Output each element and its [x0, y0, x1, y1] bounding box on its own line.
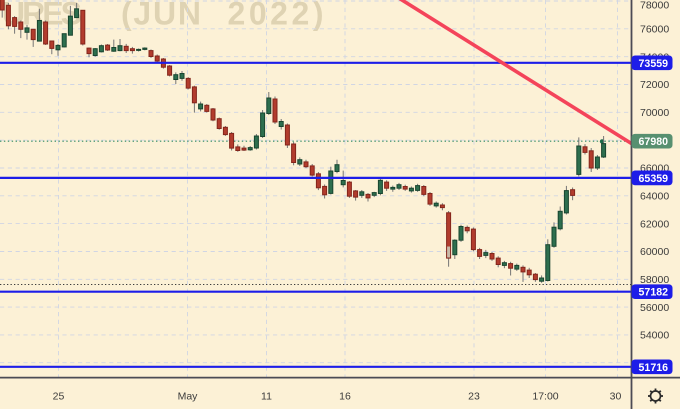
svg-text:73559: 73559 — [639, 58, 669, 70]
svg-text:56000: 56000 — [640, 302, 669, 314]
svg-text:51716: 51716 — [639, 362, 669, 374]
svg-text:67980: 67980 — [639, 136, 669, 148]
svg-text:57182: 57182 — [639, 287, 669, 299]
svg-text:54000: 54000 — [640, 330, 669, 342]
svg-text:65359: 65359 — [639, 173, 669, 185]
svg-text:23: 23 — [468, 391, 480, 403]
svg-text:30: 30 — [610, 391, 622, 403]
svg-text:(JUN: (JUN — [121, 0, 201, 32]
svg-text:70000: 70000 — [640, 107, 669, 119]
svg-text:May: May — [178, 391, 199, 403]
svg-text:25: 25 — [53, 391, 65, 403]
svg-text:78000: 78000 — [640, 0, 669, 12]
svg-text:76000: 76000 — [640, 24, 669, 36]
svg-text:72000: 72000 — [640, 79, 669, 91]
svg-text:62000: 62000 — [640, 218, 669, 230]
svg-text:11: 11 — [261, 391, 272, 403]
svg-text:64000: 64000 — [640, 191, 669, 203]
svg-text:60000: 60000 — [640, 246, 669, 258]
svg-text:17:00: 17:00 — [532, 391, 558, 403]
svg-text:16: 16 — [339, 391, 351, 403]
svg-text:2022): 2022) — [228, 0, 324, 32]
svg-text:58000: 58000 — [640, 274, 669, 286]
